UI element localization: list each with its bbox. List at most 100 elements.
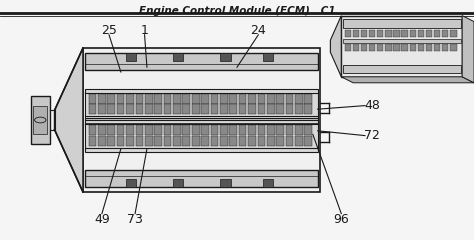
Bar	[401, 30, 408, 37]
Bar	[426, 30, 432, 37]
Bar	[210, 104, 219, 114]
Bar	[173, 94, 181, 104]
Bar	[210, 94, 219, 104]
Bar	[345, 30, 351, 37]
Bar	[286, 94, 293, 104]
Bar	[295, 94, 303, 104]
Bar	[126, 53, 136, 61]
Bar	[257, 104, 265, 114]
Bar	[145, 94, 153, 104]
Bar	[210, 126, 219, 135]
Bar	[248, 126, 256, 135]
Bar	[263, 53, 273, 61]
Bar	[201, 126, 209, 135]
Bar	[276, 136, 284, 146]
Bar	[304, 126, 312, 135]
Bar	[276, 104, 284, 114]
Bar	[385, 44, 392, 51]
Bar	[418, 44, 424, 51]
Polygon shape	[462, 16, 474, 83]
Polygon shape	[330, 16, 341, 77]
Bar	[98, 136, 106, 146]
Bar	[136, 126, 143, 135]
Bar	[210, 136, 219, 146]
Bar	[304, 104, 312, 114]
Bar	[361, 44, 367, 51]
Bar	[410, 30, 416, 37]
Bar	[353, 30, 359, 37]
Bar	[85, 53, 318, 70]
Bar	[248, 104, 256, 114]
Bar	[239, 136, 246, 146]
Bar	[136, 136, 143, 146]
Bar	[220, 179, 231, 187]
Bar	[229, 94, 237, 104]
Bar	[164, 136, 172, 146]
Bar	[145, 126, 153, 135]
Bar	[295, 136, 303, 146]
Bar	[173, 136, 181, 146]
Bar	[450, 30, 456, 37]
Bar	[126, 94, 134, 104]
Text: 24: 24	[250, 24, 266, 36]
Bar	[434, 44, 440, 51]
Bar	[98, 126, 106, 135]
Bar	[85, 89, 318, 120]
Bar	[173, 126, 181, 135]
Bar	[239, 94, 246, 104]
Text: 96: 96	[333, 213, 349, 226]
Bar	[345, 44, 351, 51]
Text: Engine Control Module (ECM)   C1: Engine Control Module (ECM) C1	[139, 6, 335, 16]
Bar	[220, 94, 228, 104]
Bar	[201, 94, 209, 104]
Bar	[85, 120, 318, 152]
Bar	[263, 179, 273, 187]
Bar	[126, 179, 136, 187]
Bar	[401, 44, 408, 51]
Bar	[182, 104, 190, 114]
Bar	[450, 44, 456, 51]
Bar	[304, 94, 312, 104]
Bar	[173, 104, 181, 114]
Bar	[393, 44, 400, 51]
Bar	[343, 39, 461, 43]
Bar	[108, 104, 115, 114]
Bar	[117, 94, 125, 104]
Bar	[220, 53, 231, 61]
Bar	[117, 104, 125, 114]
Bar	[385, 30, 392, 37]
Bar	[164, 126, 172, 135]
Bar	[220, 126, 228, 135]
Bar	[341, 16, 462, 77]
Text: 73: 73	[127, 213, 143, 226]
Bar	[229, 104, 237, 114]
Bar	[192, 136, 200, 146]
Bar	[98, 94, 106, 104]
Bar	[239, 104, 246, 114]
Bar	[286, 136, 293, 146]
Bar	[108, 136, 115, 146]
Bar	[377, 30, 383, 37]
Bar	[192, 126, 200, 135]
Bar	[83, 48, 320, 192]
Bar	[182, 94, 190, 104]
Bar	[108, 126, 115, 135]
Bar	[267, 104, 274, 114]
Bar	[295, 104, 303, 114]
Bar	[220, 104, 228, 114]
Bar	[155, 136, 162, 146]
Bar	[276, 94, 284, 104]
Bar	[295, 126, 303, 135]
Bar	[257, 126, 265, 135]
Bar	[257, 136, 265, 146]
Bar	[126, 136, 134, 146]
Bar	[267, 94, 274, 104]
Bar	[286, 104, 293, 114]
Bar	[117, 136, 125, 146]
Bar	[164, 94, 172, 104]
Bar	[426, 44, 432, 51]
Bar	[442, 44, 448, 51]
Bar	[229, 136, 237, 146]
Bar	[173, 179, 183, 187]
Bar	[89, 136, 96, 146]
